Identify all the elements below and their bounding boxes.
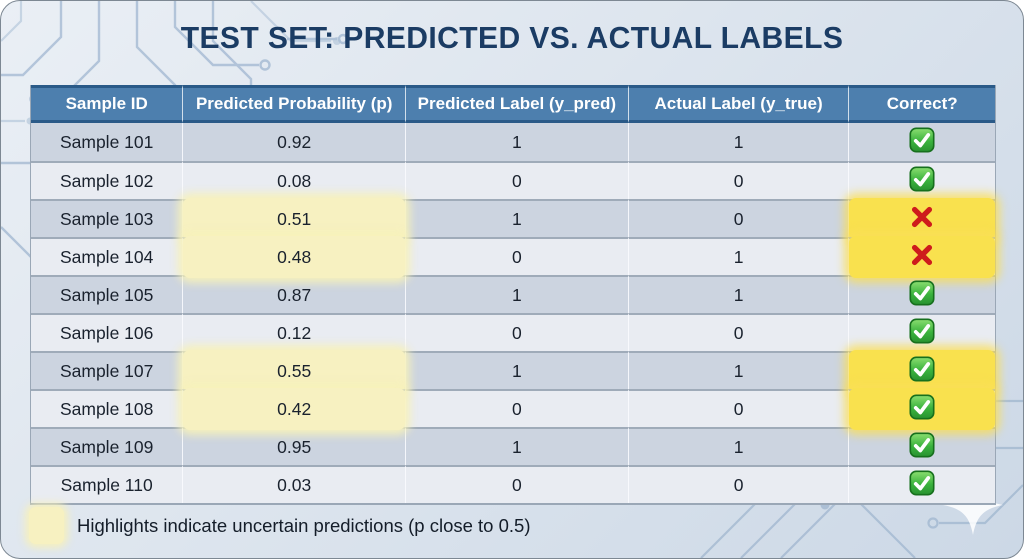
- predicted-label-cell: 0: [405, 237, 628, 275]
- table-row: Sample 110 0.03 0 0: [31, 465, 995, 503]
- predicted-label-cell: 0: [405, 465, 628, 503]
- probability-cell: 0.03: [182, 465, 406, 503]
- actual-label-cell: 0: [627, 465, 849, 503]
- table-row: Sample 103 0.51 1 0: [31, 198, 995, 240]
- column-header-correct: Correct?: [848, 85, 995, 123]
- correct-cell: [848, 388, 995, 430]
- results-table-wrap: Sample ID Predicted Probability (p) Pred…: [30, 85, 996, 505]
- table-row: Sample 107 0.55 1 1: [31, 350, 995, 392]
- correct-cell: [848, 313, 995, 351]
- sample-id-cell: Sample 103: [31, 199, 183, 237]
- probability-cell: 0.12: [182, 313, 406, 351]
- correct-cell: [848, 198, 995, 240]
- correct-cell: [848, 275, 995, 313]
- probability-cell: 0.92: [182, 123, 406, 161]
- actual-label-cell: 0: [627, 389, 849, 427]
- correct-cell: [848, 350, 995, 392]
- check-icon: [909, 279, 935, 306]
- actual-label-cell: 0: [627, 161, 849, 199]
- highlight-legend-swatch: [29, 507, 64, 544]
- predicted-label-cell: 1: [405, 275, 628, 313]
- correct-cell: [848, 123, 995, 161]
- check-icon: [909, 317, 935, 344]
- table-header: Sample ID Predicted Probability (p) Pred…: [31, 85, 995, 123]
- check-icon: [909, 355, 935, 382]
- predicted-label-cell: 1: [405, 427, 628, 465]
- legend-text: Highlights indicate uncertain prediction…: [77, 514, 531, 536]
- correct-cell: [848, 465, 995, 503]
- sample-id-cell: Sample 101: [31, 123, 183, 161]
- cross-icon: [909, 242, 935, 268]
- results-table: Sample ID Predicted Probability (p) Pred…: [30, 85, 996, 505]
- probability-cell: 0.48: [182, 236, 406, 278]
- table-row: Sample 106 0.12 0 0: [31, 313, 995, 351]
- predicted-label-cell: 1: [405, 123, 628, 161]
- predicted-label-cell: 1: [405, 199, 628, 237]
- column-header-predicted-label: Predicted Label (y_pred): [405, 85, 628, 123]
- check-icon: [909, 126, 935, 153]
- sample-id-cell: Sample 104: [31, 237, 183, 275]
- table-row: Sample 109 0.95 1 1: [31, 427, 995, 465]
- check-icon: [909, 165, 935, 192]
- table-row: Sample 104 0.48 0 1: [31, 236, 995, 278]
- probability-cell: 0.55: [182, 350, 406, 392]
- correct-cell: [848, 427, 995, 465]
- table-row: Sample 105 0.87 1 1: [31, 275, 995, 313]
- legend: Highlights indicate uncertain prediction…: [29, 507, 531, 544]
- probability-cell: 0.95: [182, 427, 406, 465]
- actual-label-cell: 0: [627, 199, 849, 237]
- sample-id-cell: Sample 109: [31, 427, 183, 465]
- actual-label-cell: 0: [627, 313, 849, 351]
- predicted-label-cell: 0: [405, 389, 628, 427]
- sample-id-cell: Sample 107: [31, 351, 183, 389]
- sample-id-cell: Sample 108: [31, 389, 183, 427]
- predicted-label-cell: 0: [405, 161, 628, 199]
- actual-label-cell: 1: [627, 427, 849, 465]
- probability-cell: 0.87: [182, 275, 406, 313]
- sample-id-cell: Sample 110: [31, 465, 183, 503]
- correct-cell: [848, 161, 995, 199]
- check-icon: [909, 431, 935, 458]
- probability-cell: 0.42: [182, 388, 406, 430]
- table-body: Sample 101 0.92 1 1 Sample 102 0.08 0 0 Sample 1…: [31, 123, 995, 503]
- table-row: Sample 102 0.08 0 0: [31, 161, 995, 199]
- check-icon: [909, 469, 935, 496]
- probability-cell: 0.08: [182, 161, 406, 199]
- actual-label-cell: 1: [627, 237, 849, 275]
- actual-label-cell: 1: [627, 351, 849, 389]
- predicted-label-cell: 0: [405, 313, 628, 351]
- correct-cell: [848, 236, 995, 278]
- table-row: Sample 101 0.92 1 1: [31, 123, 995, 161]
- predicted-label-cell: 1: [405, 351, 628, 389]
- actual-label-cell: 1: [627, 275, 849, 313]
- page-title: TEST SET: PREDICTED VS. ACTUAL LABELS: [180, 20, 844, 55]
- table-row: Sample 108 0.42 0 0: [31, 388, 995, 430]
- cross-icon: [909, 204, 935, 230]
- column-header-actual-label: Actual Label (y_true): [627, 85, 849, 123]
- check-icon: [909, 393, 935, 420]
- sample-id-cell: Sample 102: [31, 161, 183, 199]
- sample-id-cell: Sample 105: [31, 275, 183, 313]
- probability-cell: 0.51: [182, 198, 406, 240]
- column-header-probability: Predicted Probability (p): [182, 85, 406, 123]
- column-header-sample-id: Sample ID: [31, 85, 183, 123]
- actual-label-cell: 1: [627, 123, 849, 161]
- sample-id-cell: Sample 106: [31, 313, 183, 351]
